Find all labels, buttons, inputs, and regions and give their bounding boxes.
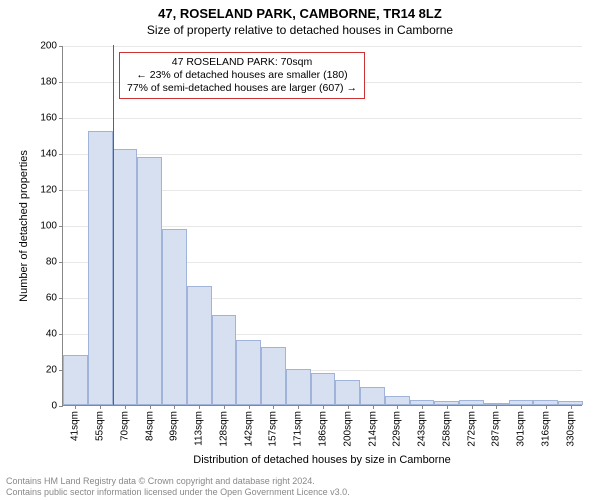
histogram-bar: [162, 229, 187, 405]
xtick-label: 287sqm: [491, 411, 502, 447]
xtick-mark: [249, 405, 250, 409]
histogram-bar: [360, 387, 385, 405]
xtick-label: 316sqm: [540, 411, 551, 447]
histogram-bar: [286, 369, 311, 405]
ytick-label: 120: [40, 185, 57, 196]
xtick-mark: [373, 405, 374, 409]
x-axis-label: Distribution of detached houses by size …: [62, 454, 582, 466]
xtick-mark: [546, 405, 547, 409]
xtick-label: 41sqm: [70, 411, 81, 441]
xtick-mark: [100, 405, 101, 409]
ytick-label: 100: [40, 221, 57, 232]
ytick-mark: [59, 262, 63, 263]
xtick-label: 171sqm: [293, 411, 304, 447]
plot-area: 47 ROSELAND PARK: 70sqm ← 23% of detache…: [62, 46, 582, 406]
xtick-label: 157sqm: [268, 411, 279, 447]
xtick-label: 99sqm: [169, 411, 180, 441]
xtick-mark: [397, 405, 398, 409]
histogram-bar: [385, 396, 410, 405]
xtick-label: 258sqm: [441, 411, 452, 447]
xtick-mark: [75, 405, 76, 409]
footer-line1: Contains HM Land Registry data © Crown c…: [6, 476, 350, 487]
histogram-bar: [63, 355, 88, 405]
xtick-mark: [422, 405, 423, 409]
annotation-line1: 47 ROSELAND PARK: 70sqm: [127, 56, 357, 69]
xtick-mark: [447, 405, 448, 409]
footer-attribution: Contains HM Land Registry data © Crown c…: [6, 476, 350, 498]
chart-title: 47, ROSELAND PARK, CAMBORNE, TR14 8LZ: [0, 0, 600, 21]
xtick-mark: [496, 405, 497, 409]
xtick-mark: [571, 405, 572, 409]
ytick-mark: [59, 298, 63, 299]
ytick-label: 0: [51, 401, 57, 412]
xtick-label: 214sqm: [367, 411, 378, 447]
ytick-mark: [59, 118, 63, 119]
histogram-bar: [137, 157, 162, 405]
ytick-mark: [59, 226, 63, 227]
gridline: [63, 154, 582, 155]
y-axis-label: Number of detached properties: [18, 46, 30, 406]
ytick-label: 200: [40, 41, 57, 52]
ytick-label: 180: [40, 77, 57, 88]
histogram-bar: [335, 380, 360, 405]
marker-line: [113, 45, 114, 405]
xtick-mark: [174, 405, 175, 409]
annotation-line3: 77% of semi-detached houses are larger (…: [127, 82, 357, 95]
ytick-mark: [59, 334, 63, 335]
xtick-label: 84sqm: [144, 411, 155, 441]
annotation-line2: ← 23% of detached houses are smaller (18…: [127, 69, 357, 82]
histogram-bar: [187, 286, 212, 405]
xtick-mark: [472, 405, 473, 409]
chart-container: 47, ROSELAND PARK, CAMBORNE, TR14 8LZ Si…: [0, 0, 600, 500]
ytick-mark: [59, 154, 63, 155]
histogram-bar: [88, 131, 113, 405]
ytick-label: 60: [46, 293, 57, 304]
xtick-mark: [199, 405, 200, 409]
histogram-bar: [212, 315, 237, 405]
xtick-label: 330sqm: [565, 411, 576, 447]
ytick-label: 160: [40, 113, 57, 124]
xtick-label: 70sqm: [119, 411, 130, 441]
xtick-mark: [125, 405, 126, 409]
ytick-label: 140: [40, 149, 57, 160]
xtick-label: 113sqm: [194, 411, 205, 446]
xtick-mark: [150, 405, 151, 409]
ytick-label: 80: [46, 257, 57, 268]
xtick-label: 229sqm: [392, 411, 403, 447]
ytick-label: 20: [46, 365, 57, 376]
xtick-mark: [521, 405, 522, 409]
ytick-mark: [59, 406, 63, 407]
ytick-label: 40: [46, 329, 57, 340]
xtick-label: 272sqm: [466, 411, 477, 447]
histogram-bar: [261, 347, 286, 405]
footer-line2: Contains public sector information licen…: [6, 487, 350, 498]
xtick-label: 243sqm: [417, 411, 428, 447]
xtick-label: 55sqm: [95, 411, 106, 441]
ytick-mark: [59, 46, 63, 47]
xtick-mark: [298, 405, 299, 409]
histogram-bar: [311, 373, 336, 405]
gridline: [63, 118, 582, 119]
xtick-mark: [323, 405, 324, 409]
ytick-mark: [59, 82, 63, 83]
xtick-mark: [348, 405, 349, 409]
ytick-mark: [59, 190, 63, 191]
xtick-label: 200sqm: [342, 411, 353, 447]
xtick-label: 301sqm: [516, 411, 527, 447]
xtick-mark: [224, 405, 225, 409]
xtick-label: 142sqm: [243, 411, 254, 447]
histogram-bar: [113, 149, 138, 405]
annotation-box: 47 ROSELAND PARK: 70sqm ← 23% of detache…: [119, 52, 365, 99]
gridline: [63, 46, 582, 47]
xtick-label: 128sqm: [218, 411, 229, 447]
xtick-mark: [273, 405, 274, 409]
histogram-bar: [236, 340, 261, 405]
chart-subtitle: Size of property relative to detached ho…: [0, 21, 600, 41]
xtick-label: 186sqm: [318, 411, 329, 447]
